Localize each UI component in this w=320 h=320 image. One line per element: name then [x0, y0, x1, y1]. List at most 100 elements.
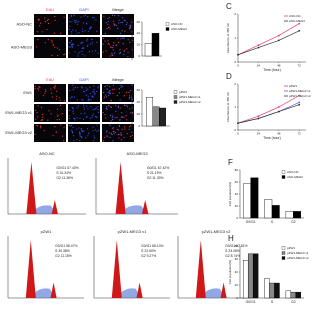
- nucleus: [69, 17, 71, 19]
- nucleus: [92, 96, 94, 98]
- flow-title: ASO-NC: [39, 151, 55, 156]
- nucleus: [111, 133, 113, 136]
- nucleus: [58, 118, 61, 121]
- nucleus: [94, 115, 97, 118]
- micrograph: [102, 104, 134, 122]
- bar: [145, 96, 153, 127]
- legend-label: ASO-MEG3: [171, 27, 187, 31]
- nucleus: [112, 130, 114, 132]
- nucleus: [76, 128, 78, 130]
- nucleus: [112, 44, 114, 46]
- nucleus: [87, 99, 89, 102]
- y-tick-label: 0: [234, 60, 236, 64]
- legend-label: pZW1: [179, 90, 187, 94]
- histogram-s: [31, 205, 57, 214]
- legend-swatch: [281, 256, 286, 260]
- nucleus: [94, 129, 97, 131]
- legend-label: pZW1-MEG3 v1: [179, 95, 201, 99]
- nucleus: [72, 127, 74, 129]
- nucleus: [80, 86, 83, 88]
- nucleus: [106, 84, 108, 87]
- nucleus: [119, 99, 121, 101]
- nucleus: [112, 20, 115, 22]
- nucleus: [55, 131, 57, 133]
- panel-label: H: [228, 234, 234, 243]
- nucleus: [123, 50, 125, 52]
- nucleus: [77, 86, 79, 89]
- legend-label: pZW1: [289, 84, 297, 88]
- nucleus: [40, 106, 43, 108]
- histogram-g2: [136, 282, 143, 298]
- y-axis-label: Percentage of EdU+ Nuclei(%): [130, 19, 134, 60]
- nucleus: [118, 88, 120, 90]
- nucleus: [107, 20, 109, 23]
- histogram-g1: [26, 162, 37, 214]
- nucleus: [128, 92, 130, 94]
- axis: [7, 158, 86, 215]
- nucleus: [79, 51, 81, 53]
- nucleus: [106, 108, 108, 110]
- column-header: Merge: [112, 7, 124, 12]
- bar: [152, 106, 160, 127]
- nucleus: [74, 119, 76, 121]
- nucleus: [72, 89, 74, 91]
- legend-label: pZW1-MEG3 v1: [287, 251, 309, 255]
- nucleus: [56, 119, 58, 121]
- nucleus: [120, 133, 122, 135]
- nucleus: [116, 24, 118, 27]
- nucleus: [111, 54, 113, 57]
- nucleus: [77, 55, 79, 57]
- nucleus: [39, 25, 41, 27]
- y-tick-label: 0: [138, 124, 140, 128]
- nucleus: [113, 88, 115, 90]
- nucleus: [85, 87, 87, 89]
- nucleus: [72, 112, 74, 114]
- nucleus: [82, 22, 84, 24]
- y-tick-label: 40: [137, 31, 141, 35]
- nucleus: [70, 125, 72, 127]
- nucleus: [114, 24, 116, 26]
- nucleus: [78, 131, 81, 133]
- nucleus: [90, 99, 92, 101]
- nucleus: [80, 42, 82, 44]
- nucleus: [80, 136, 83, 138]
- nucleus: [78, 32, 80, 34]
- nucleus: [68, 109, 71, 112]
- nucleus: [94, 137, 96, 139]
- y-tick-label: 60: [137, 20, 141, 24]
- nucleus: [87, 88, 89, 90]
- x-tick-label: S: [271, 220, 274, 224]
- nucleus: [71, 46, 73, 48]
- nucleus: [107, 92, 109, 94]
- y-tick-label: 80: [235, 244, 239, 248]
- nucleus: [81, 47, 83, 50]
- flow-stat: G0/G1 67.81%: [225, 244, 247, 248]
- nucleus: [81, 50, 83, 52]
- nucleus: [71, 131, 74, 133]
- nucleus: [72, 108, 74, 110]
- flow-title: pZW1-MEG3 v2: [202, 229, 231, 234]
- micrograph: [34, 84, 66, 102]
- point: [237, 53, 239, 56]
- nucleus: [114, 117, 116, 119]
- nucleus: [61, 135, 64, 137]
- y-axis-label: Absorbance at 450 nm: [226, 22, 230, 53]
- nucleus: [74, 51, 76, 53]
- series-line: [237, 104, 300, 124]
- nucleus: [120, 116, 123, 118]
- point: [237, 122, 239, 124]
- histogram-g1: [195, 240, 206, 298]
- nucleus: [129, 97, 131, 99]
- nucleus: [113, 52, 116, 54]
- nucleus: [109, 90, 111, 92]
- histogram-g2: [141, 200, 149, 214]
- nucleus: [83, 108, 85, 110]
- nucleus: [37, 87, 39, 89]
- nucleus: [56, 108, 59, 110]
- nucleus: [76, 99, 78, 101]
- nucleus: [82, 118, 85, 120]
- micrograph: [34, 14, 66, 35]
- nucleus: [72, 84, 74, 86]
- nucleus: [88, 30, 90, 33]
- nucleus: [90, 106, 92, 108]
